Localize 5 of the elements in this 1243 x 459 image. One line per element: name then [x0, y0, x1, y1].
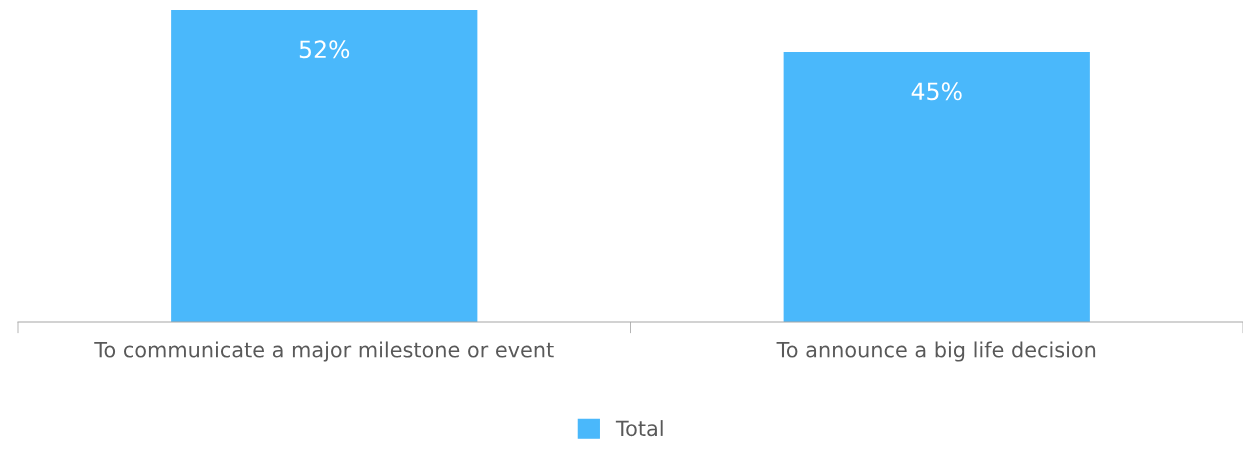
data-label: 52%: [299, 40, 350, 59]
x-tick-label: To announce a big life decision: [776, 341, 1096, 362]
legend-label: Total: [615, 420, 663, 437]
data-label: 45%: [911, 82, 962, 101]
x-tick-label: To communicate a major milestone or event: [94, 341, 554, 362]
